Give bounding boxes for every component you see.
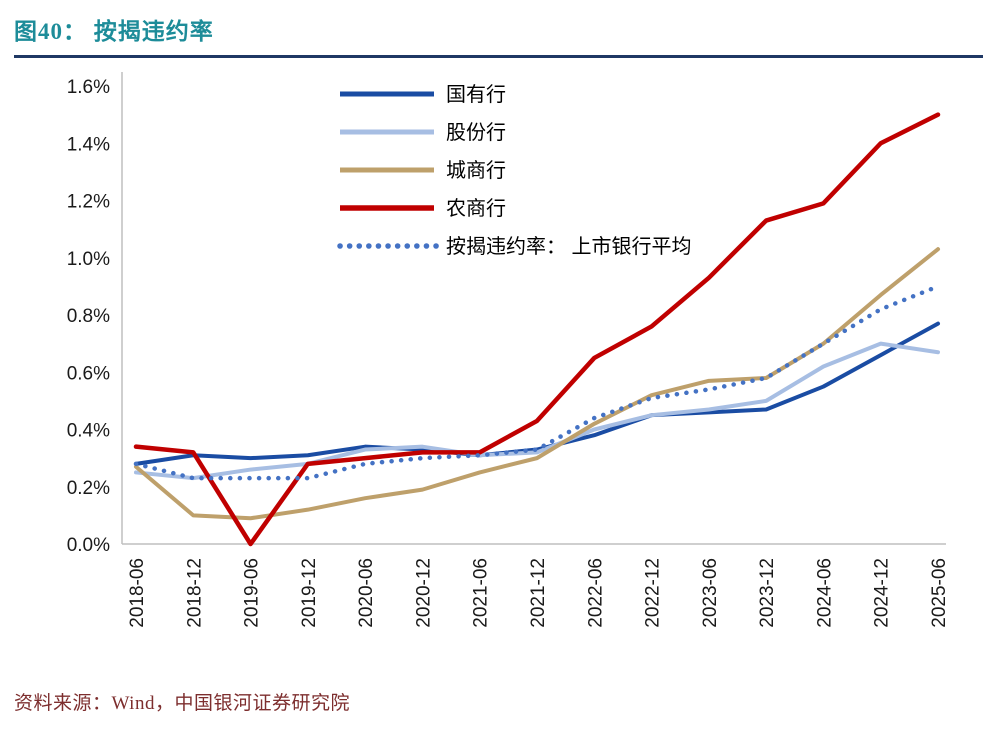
legend-label: 农商行 (446, 197, 506, 220)
x-axis-label: 2023-12 (757, 558, 778, 628)
legend-item-2: 城商行 (340, 159, 506, 182)
series-line-0 (134, 321, 940, 466)
legend-label: 股份行 (446, 121, 506, 144)
legend-item-0: 国有行 (340, 83, 506, 106)
x-axis-label: 2023-06 (700, 558, 721, 628)
y-axis-label: 1.6% (67, 77, 110, 98)
legend-label: 国有行 (446, 83, 506, 106)
x-axis-label: 2020-06 (356, 558, 377, 628)
y-axis-label: 1.0% (67, 249, 110, 270)
y-axis-label: 0.8% (67, 306, 110, 327)
legend-item-4: 按揭违约率： 上市银行平均 (337, 235, 692, 258)
x-axis-label: 2018-06 (127, 558, 148, 628)
y-axis-label: 1.2% (67, 192, 110, 213)
source-note: 资料来源：Wind，中国银河证券研究院 (14, 693, 350, 714)
x-axis-label: 2018-12 (184, 558, 205, 628)
x-axis-label: 2019-12 (299, 558, 320, 628)
x-axis-label: 2021-06 (471, 558, 492, 628)
x-axis-label: 2025-06 (929, 558, 950, 628)
legend-label: 按揭违约率： 上市银行平均 (446, 235, 692, 258)
y-axis-label: 0.0% (67, 535, 110, 556)
legend-label: 城商行 (446, 159, 506, 182)
x-axis-label: 2019-06 (242, 558, 263, 628)
y-axis-label: 0.4% (67, 421, 110, 442)
legend-item-1: 股份行 (340, 121, 506, 144)
y-axis-label: 0.6% (67, 363, 110, 384)
x-axis-label: 2024-12 (872, 558, 893, 628)
series-line-3 (133, 112, 941, 547)
figure-title: 图40： 按揭违约率 (14, 19, 214, 44)
x-axis-label: 2022-12 (643, 558, 664, 628)
mortgage-default-rate-line-chart: 0.0% 0.2% 0.4% 0.6% 0.8% 1.0% 1.2% 1.4% 1.6% 2018… (67, 72, 950, 628)
title-divider (14, 55, 983, 58)
x-axis-label: 2021-12 (528, 558, 549, 628)
series-line-2 (134, 247, 940, 521)
figure-header: 图40： 按揭违约率 (0, 0, 997, 58)
x-axis-label: 2024-06 (814, 558, 835, 628)
x-axis-label: 2022-06 (585, 558, 606, 628)
y-axis-label: 1.4% (67, 134, 110, 155)
y-axis-label: 0.2% (67, 478, 110, 499)
legend-item-3: 农商行 (340, 197, 506, 220)
x-axis-label: 2020-12 (413, 558, 434, 628)
series-line-4 (133, 284, 941, 481)
series-line-1 (134, 341, 940, 481)
